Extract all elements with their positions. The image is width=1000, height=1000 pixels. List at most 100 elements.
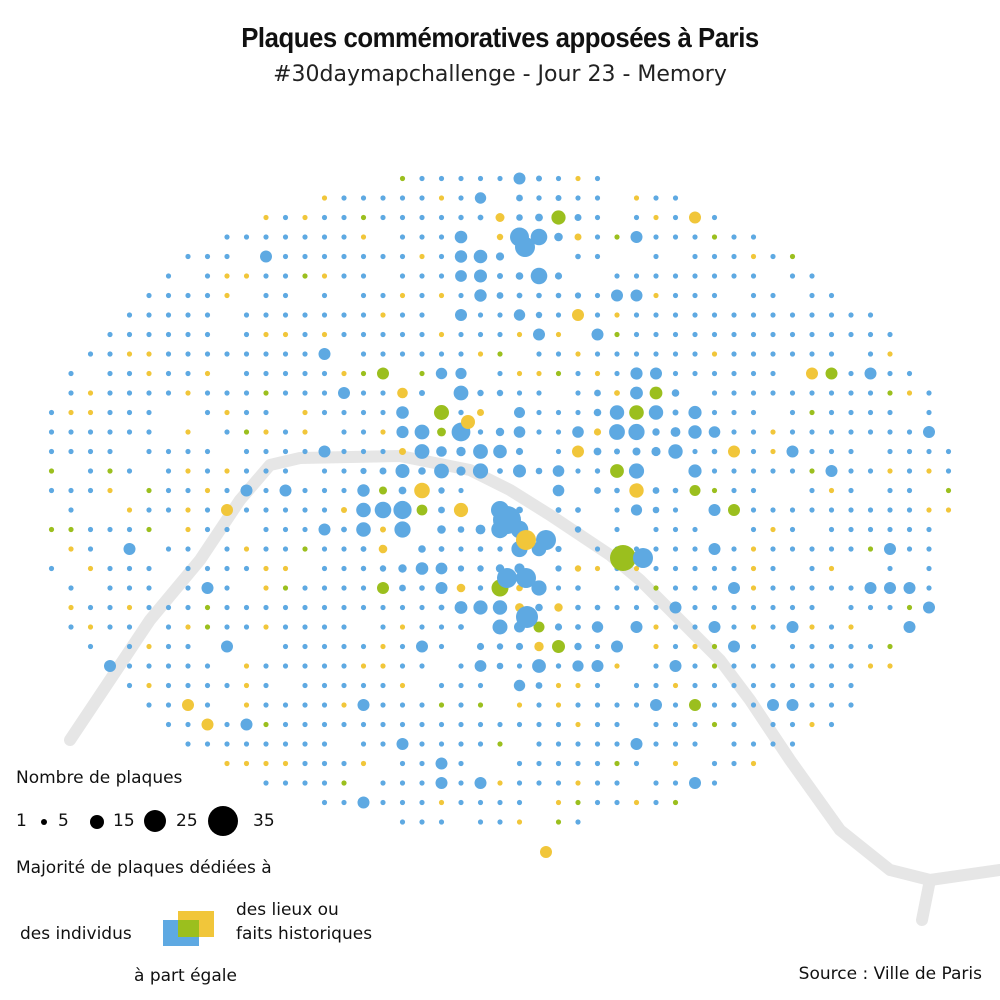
plaque-dot [438, 741, 445, 747]
plaque-dot [750, 624, 757, 630]
plaque-dot-large [497, 568, 517, 588]
plaque-dot [809, 702, 815, 708]
plaque-dot [165, 351, 172, 357]
plaque-dot [87, 526, 94, 533]
plaque-dot [594, 234, 601, 240]
plaque-dot [652, 487, 660, 494]
plaque-dot [516, 780, 523, 786]
plaque-dot [575, 760, 581, 767]
plaque-dot [555, 292, 562, 299]
plaque-dot [419, 312, 425, 318]
plaque-dot [455, 270, 467, 282]
plaque-dot [263, 409, 269, 416]
plaque-dot [185, 526, 191, 533]
plaque-dot [672, 507, 679, 513]
plaque-dot [711, 702, 718, 708]
plaque-dot [692, 546, 698, 552]
plaque-dot [711, 760, 718, 767]
plaque-dot [575, 195, 581, 201]
plaque-dot [672, 721, 679, 728]
plaque-dot [848, 604, 854, 611]
plaque-dot [926, 565, 932, 572]
plaque-dot [672, 292, 679, 299]
plaque-dot [379, 565, 387, 572]
plaque-dot [399, 175, 406, 182]
plaque-dot [302, 312, 308, 318]
plaque-dot [731, 351, 737, 357]
plaque-dot [887, 351, 893, 357]
plaque-dot [649, 386, 663, 400]
plaque-dot [594, 487, 601, 494]
plaque-dot [594, 468, 601, 474]
plaque-dot [243, 468, 250, 474]
plaque-dot [477, 799, 484, 806]
plaque-dot [263, 682, 269, 689]
plaque-dot [629, 405, 644, 420]
plaque-dot [789, 409, 796, 416]
plaque-dot [593, 428, 602, 436]
plaque-dot [692, 604, 698, 611]
plaque-dot [672, 370, 679, 377]
plaque-dot [867, 409, 874, 416]
plaque-dot-large [536, 530, 556, 550]
plaque-dot [614, 507, 620, 513]
plaque-dot [750, 643, 757, 650]
plaque-dot [419, 702, 425, 708]
plaque-dot [770, 682, 776, 689]
plaque-dot [497, 351, 503, 357]
plaque-dot [750, 487, 757, 494]
plaque-dot [669, 601, 682, 614]
plaque-dot [302, 390, 308, 396]
plaque-dot [535, 311, 543, 319]
plaque-dot [282, 429, 289, 435]
plaque-dot [692, 643, 698, 650]
plaque-dot [555, 175, 562, 182]
plaque-dot [419, 721, 425, 728]
plaque-dot [828, 390, 835, 396]
plaque-dot [513, 464, 526, 478]
plaque-dot [243, 390, 250, 396]
plaque-dot [458, 682, 464, 689]
plaque-dot [906, 468, 913, 474]
plaque-dot [458, 721, 464, 728]
plaque-dot [711, 312, 718, 318]
plaque-dot [828, 546, 835, 552]
plaque-dot [750, 273, 757, 279]
plaque-dot [903, 582, 916, 594]
plaque-dot [321, 370, 328, 377]
plaque-dot [945, 487, 952, 494]
plaque-dot [399, 253, 406, 260]
plaque-dot [341, 214, 347, 221]
plaque-dot [809, 448, 815, 455]
plaque-dot [380, 409, 386, 416]
plaque-dot [770, 741, 776, 747]
plaque-dot [828, 721, 835, 728]
plaque-dot [243, 702, 250, 708]
plaque-dot [341, 585, 347, 591]
plaque-dot [474, 192, 487, 204]
plaque-dot [551, 210, 566, 225]
plaque-dot [185, 351, 191, 357]
plaque-dot [263, 487, 269, 494]
plaque-dot [906, 487, 913, 494]
plaque-dot [399, 643, 406, 650]
plaque-dot [497, 780, 503, 786]
plaque-dot [457, 526, 465, 533]
plaque-dot [380, 195, 386, 201]
plaque-dot [867, 604, 874, 611]
plaque-dot [341, 565, 347, 572]
plaque-dot [379, 467, 387, 475]
plaque-dot [263, 604, 269, 611]
plaque-dot [457, 565, 465, 572]
plaque-dot [711, 253, 718, 260]
plaque-dot [107, 390, 113, 396]
plaque-dot [321, 702, 328, 708]
plaque-dot [302, 780, 308, 786]
plaque-dot [263, 292, 269, 299]
plaque-dot [530, 267, 548, 285]
plaque-dot [399, 624, 406, 630]
plaque-dot [360, 292, 367, 299]
plaque-dot [809, 331, 815, 338]
plaque-dot [279, 484, 292, 497]
plaque-dot [887, 643, 893, 650]
